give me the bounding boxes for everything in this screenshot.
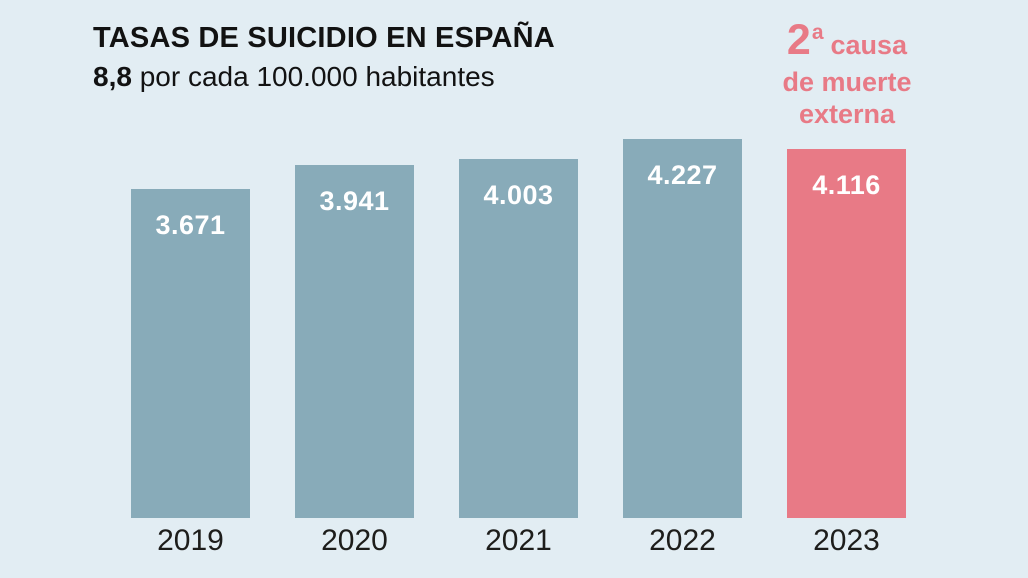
annotation-line-2: de muerte (782, 67, 912, 97)
axis-label-2022: 2022 (649, 524, 716, 557)
bar-value-label-2020: 3.941 (319, 186, 390, 216)
axis-label-2021: 2021 (485, 524, 552, 557)
bar-value-label-2022: 4.227 (647, 160, 718, 190)
axis-label-2019: 2019 (157, 524, 224, 557)
axis-label-2020: 2020 (321, 524, 388, 557)
bar-value-label-2019: 3.671 (155, 210, 226, 240)
chart-subtitle: 8,8 por cada 100.000 habitantes (93, 61, 495, 93)
subtitle-rate-value: 8,8 (93, 61, 132, 92)
subtitle-rate-units: por cada 100.000 habitantes (131, 61, 495, 92)
annotation-rank-ordinal: a (811, 21, 824, 44)
annotation-line-1: 2a causa (740, 12, 954, 66)
bar-value-label-2023: 4.116 (812, 170, 881, 200)
axis-label-2023: 2023 (813, 524, 880, 557)
annotation-line-3: externa (798, 99, 896, 129)
bar-2019: 3.671 (131, 189, 250, 518)
bar-2022: 4.227 (623, 139, 742, 518)
annotation-word-causa: causa (830, 30, 908, 60)
chart-title: TASAS DE SUICIDIO EN ESPAÑA (93, 22, 555, 54)
annotation-rank-number: 2 (786, 16, 811, 64)
bar-2020: 3.941 (295, 165, 414, 518)
bar-2023: 4.116 (787, 149, 906, 518)
annotation-second-cause: 2a causa de muerte externa (740, 12, 954, 130)
bar-2021: 4.003 (459, 159, 578, 518)
bar-value-label-2021: 4.003 (483, 180, 554, 210)
